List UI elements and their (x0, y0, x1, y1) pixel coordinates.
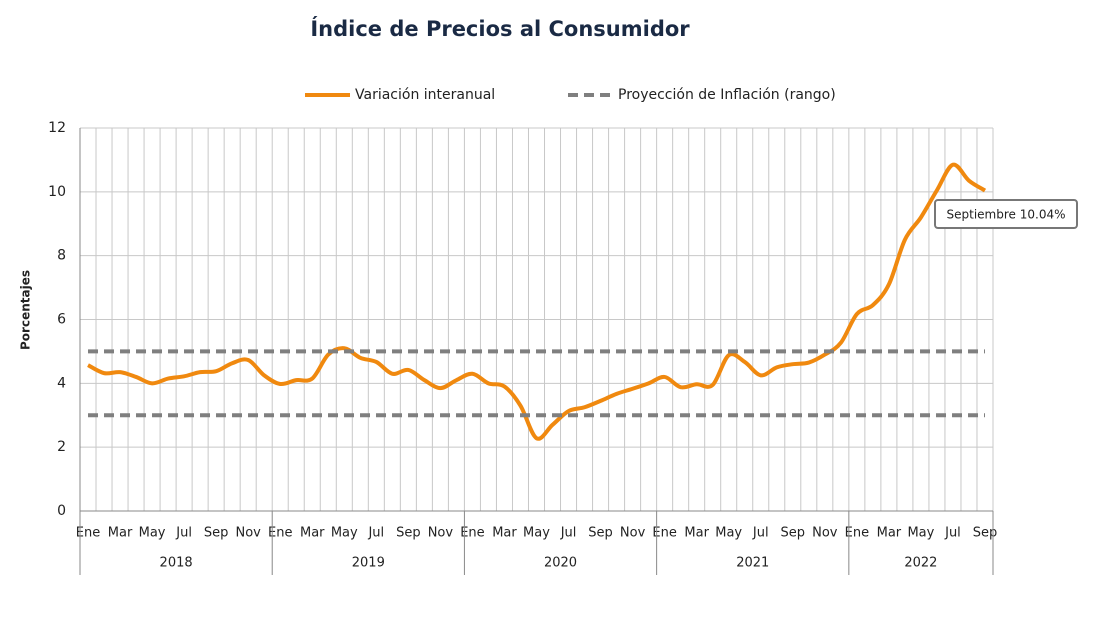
y-axis-label: Porcentajes (19, 270, 33, 350)
x-tick-label: Mar (492, 526, 517, 541)
x-tick-label: May (907, 526, 934, 541)
x-tick-label: May (331, 526, 358, 541)
year-label: 2020 (544, 556, 577, 571)
y-tick-label: 12 (48, 120, 66, 136)
legend-label: Variación interanual (355, 87, 495, 103)
y-tick-label: 10 (48, 184, 66, 200)
annotation-box (934, 199, 1078, 229)
x-tick-label: Sep (973, 526, 998, 541)
data-line (87, 162, 987, 441)
x-tick-label: Ene (652, 526, 676, 541)
x-tick-label: Jul (752, 526, 769, 541)
y-tick-label: 4 (57, 375, 66, 391)
x-tick-label: Mar (300, 526, 325, 541)
chart-title: Índice de Precios al Consumidor (310, 16, 690, 41)
x-tick-label: Ene (268, 526, 292, 541)
y-tick-label: 6 (57, 312, 66, 328)
x-tick-label: Jul (367, 526, 384, 541)
year-label: 2022 (904, 556, 937, 571)
x-tick-label: Ene (76, 526, 100, 541)
x-tick-label: May (523, 526, 550, 541)
x-tick-label: Nov (235, 526, 261, 541)
x-tick-label: Jul (944, 526, 961, 541)
year-label: 2018 (160, 556, 193, 571)
x-tick-label: Mar (108, 526, 133, 541)
year-label: 2021 (736, 556, 769, 571)
x-tick-label: Sep (588, 526, 613, 541)
x-tick-label: Nov (620, 526, 646, 541)
x-tick-label: May (139, 526, 166, 541)
x-tick-label: Sep (396, 526, 421, 541)
x-tick-label: Nov (428, 526, 454, 541)
x-tick-label: Sep (781, 526, 806, 541)
y-tick-label: 0 (57, 503, 66, 519)
x-tick-label: Nov (812, 526, 838, 541)
x-tick-label: Mar (684, 526, 709, 541)
legend-label: Proyección de Inflación (rango) (618, 87, 836, 103)
x-tick-label: Jul (560, 526, 577, 541)
x-tick-label: Mar (877, 526, 902, 541)
x-tick-label: Sep (204, 526, 229, 541)
y-tick-label: 8 (57, 248, 66, 264)
x-tick-label: May (715, 526, 742, 541)
x-tick-label: Ene (845, 526, 869, 541)
year-label: 2019 (352, 556, 385, 571)
x-tick-label: Ene (460, 526, 484, 541)
x-tick-label: Jul (175, 526, 192, 541)
y-tick-label: 2 (57, 439, 66, 455)
annotation: Septiembre 10.04% (947, 208, 1066, 222)
